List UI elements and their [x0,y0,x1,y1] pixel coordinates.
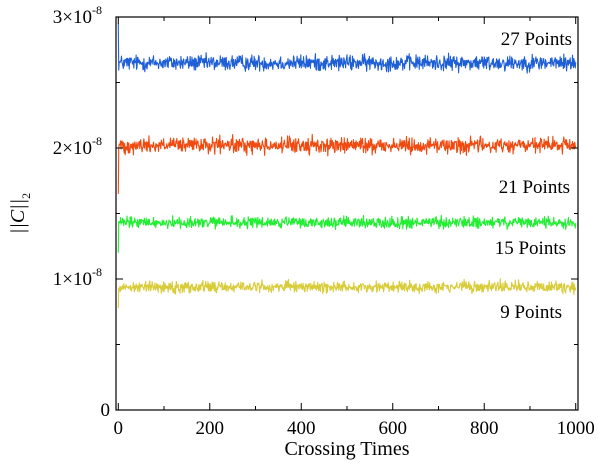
series-label: 27 Points [501,29,572,50]
plot-frame [115,16,579,411]
series-label: 9 Points [500,302,562,323]
y-axis-title-text: ||C||2 [7,193,33,234]
x-tick-label: 200 [196,418,225,439]
series-label: 21 Points [499,177,570,198]
series-line-9-points [117,278,577,308]
y-tick-label: 1×10-8 [53,265,102,290]
y-tick-label: 2×10-8 [53,134,102,159]
series-line-21-points [117,133,577,194]
axis-ticks: 0 200 400 600 800 1000 0 1×10-8 2×10-8 3×10-8 [53,3,595,439]
x-tick-label: 800 [470,418,499,439]
x-tick-label: 0 [114,418,124,439]
series-label: 15 Points [495,238,566,259]
series-line-27-points [117,23,577,74]
y-tick-label: 3×10-8 [53,3,102,28]
x-tick-label: 1000 [557,418,595,439]
y-axis-title: ||C||2 [7,193,33,234]
x-tick-label: 600 [378,418,407,439]
x-tick-label: 400 [287,418,316,439]
y-tick-label: 0 [101,400,111,421]
series-labels: 27 Points 21 Points 15 Points 9 Points [495,29,572,323]
series-layer [117,23,577,308]
series-line-15-points [117,214,577,253]
x-axis-title: Crossing Times [284,438,409,460]
